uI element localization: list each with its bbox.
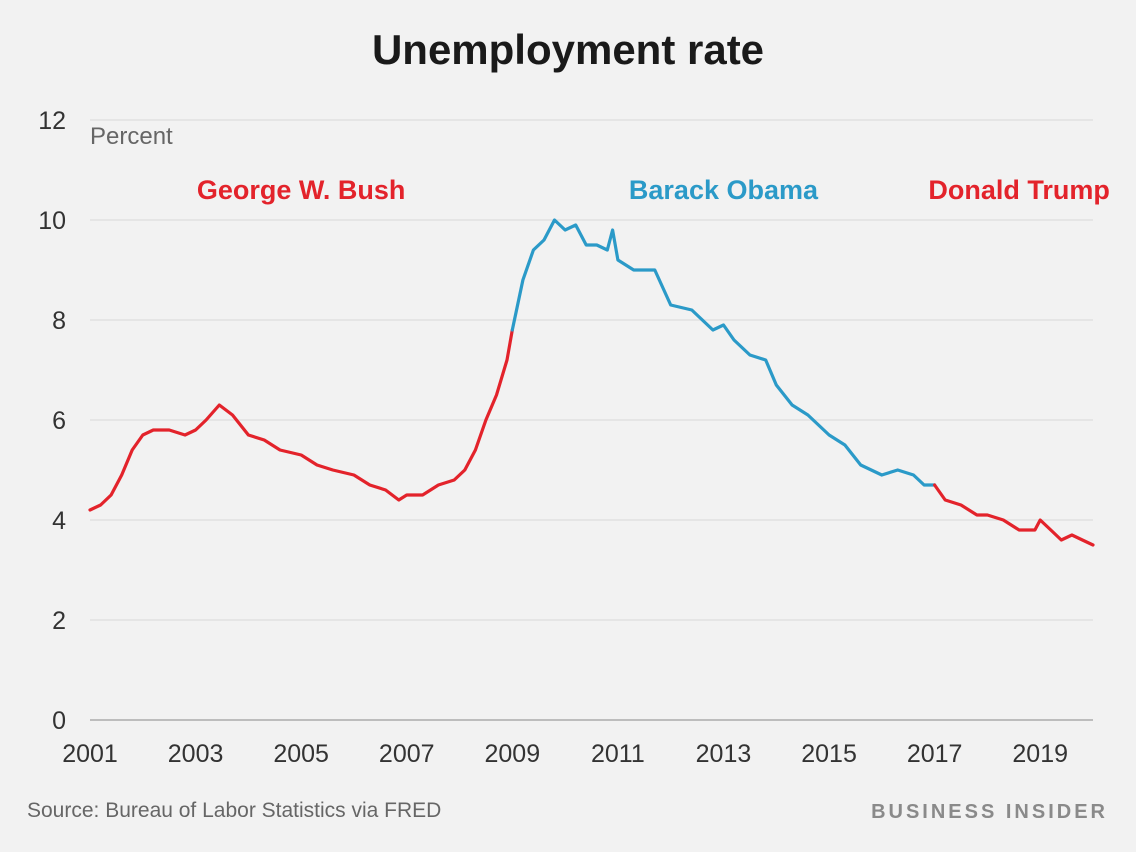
y-tick-label: 10 xyxy=(38,207,66,235)
y-tick-label: 4 xyxy=(52,507,66,535)
x-tick-label: 2015 xyxy=(801,740,857,768)
x-tick-label: 2007 xyxy=(379,740,435,768)
annotations: George W. Bush Barack Obama Donald Trump xyxy=(197,175,1110,205)
x-tick-label: 2013 xyxy=(696,740,752,768)
series-lines xyxy=(88,218,1095,547)
y-tick-label: 8 xyxy=(52,307,66,335)
x-tick-label: 2001 xyxy=(62,740,118,768)
president-label: Donald Trump xyxy=(928,175,1110,205)
y-tick-label: 2 xyxy=(52,607,66,635)
x-tick-label: 2009 xyxy=(485,740,541,768)
brand-logo: BUSINESS INSIDER xyxy=(871,801,1108,823)
series-line xyxy=(510,218,937,487)
president-label: Barack Obama xyxy=(629,175,819,205)
x-tick-label: 2003 xyxy=(168,740,224,768)
series-line xyxy=(932,483,1095,547)
gridlines xyxy=(90,119,1093,721)
y-tick-label: 6 xyxy=(52,407,66,435)
source-note: Source: Bureau of Labor Statistics via F… xyxy=(27,799,442,822)
chart-title: Unemployment rate xyxy=(371,26,765,73)
x-tick-label: 2017 xyxy=(907,740,963,768)
x-tick-label: 2019 xyxy=(1012,740,1068,768)
x-tick-label: 2005 xyxy=(273,740,329,768)
y-axis-label: Percent xyxy=(90,123,173,150)
axes: 0 2 4 6 8 10 12 Percent 2001 2003 2005 2007 2009 2011… xyxy=(38,107,1068,768)
x-tick-label: 2011 xyxy=(591,740,645,768)
y-tick-label: 0 xyxy=(52,707,66,735)
president-label: George W. Bush xyxy=(197,175,406,205)
y-tick-label: 12 xyxy=(38,107,66,135)
series-line xyxy=(88,328,514,512)
